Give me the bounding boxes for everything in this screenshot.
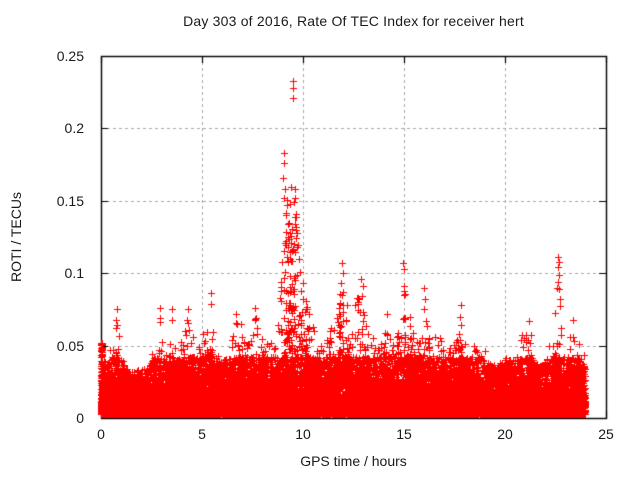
x-tick-label: 25 [598, 426, 614, 442]
y-tick-label: 0.25 [56, 48, 84, 64]
y-axis-label: ROTI / TECUs [8, 192, 24, 282]
x-tick-label: 10 [295, 426, 311, 442]
y-tick-label: 0.1 [64, 265, 84, 282]
x-tick-label: 15 [396, 426, 412, 442]
x-tick-label: 20 [497, 426, 513, 442]
x-tick-label: 5 [198, 426, 206, 442]
chart-title: Day 303 of 2016, Rate Of TEC Index for r… [183, 13, 524, 29]
x-tick-label: 0 [97, 426, 105, 442]
y-tick-label: 0.2 [64, 120, 84, 137]
y-tick-label: 0.15 [56, 192, 84, 209]
y-tick-label: 0.05 [56, 337, 84, 354]
x-axis-label: GPS time / hours [300, 453, 407, 469]
y-tick-label: 0 [76, 410, 84, 426]
